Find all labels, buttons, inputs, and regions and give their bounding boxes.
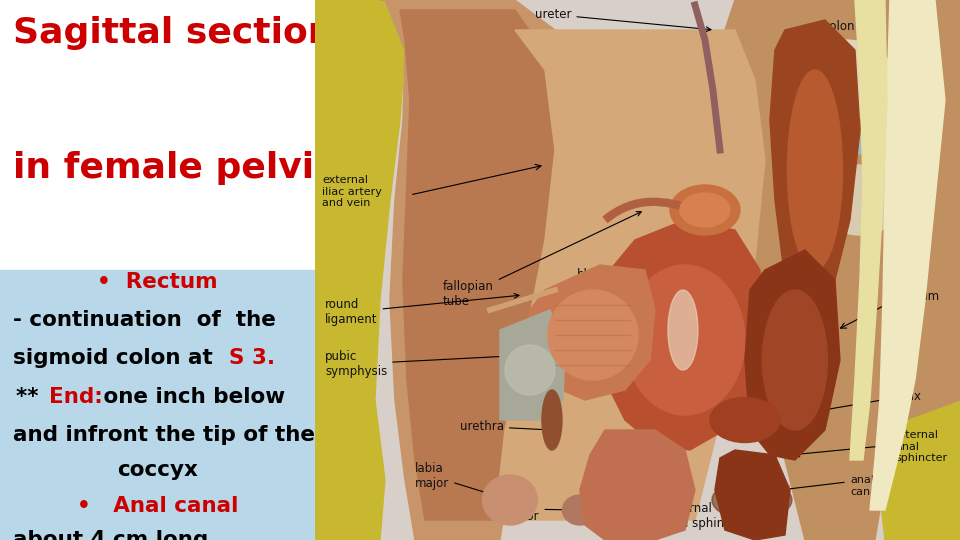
Polygon shape <box>850 0 887 460</box>
Text: fallopian
tube: fallopian tube <box>443 212 641 308</box>
Text: End:: End: <box>49 387 103 407</box>
Polygon shape <box>315 0 405 540</box>
Text: sigmoid colon at: sigmoid colon at <box>12 348 220 368</box>
Ellipse shape <box>710 397 780 442</box>
Text: •  Rectum: • Rectum <box>97 272 218 292</box>
Polygon shape <box>495 30 765 520</box>
Ellipse shape <box>795 40 895 120</box>
Text: labia
major: labia major <box>415 462 506 500</box>
Text: Sagittal section: Sagittal section <box>12 16 333 50</box>
Text: ureter: ureter <box>535 8 711 31</box>
Polygon shape <box>770 20 860 320</box>
Ellipse shape <box>818 165 902 235</box>
Text: coccyx: coccyx <box>117 460 198 480</box>
Text: round
ligament: round ligament <box>324 294 519 326</box>
Text: and infront the tip of the: and infront the tip of the <box>12 425 315 445</box>
Ellipse shape <box>548 290 638 380</box>
Ellipse shape <box>787 70 843 270</box>
Text: ovary: ovary <box>625 218 711 281</box>
Ellipse shape <box>483 475 538 525</box>
Text: **: ** <box>15 387 46 407</box>
Ellipse shape <box>712 480 792 520</box>
Text: labia
minor: labia minor <box>505 495 571 523</box>
Text: vagina: vagina <box>603 467 643 487</box>
Ellipse shape <box>542 390 562 450</box>
Text: •   Anal canal: • Anal canal <box>77 496 238 516</box>
Polygon shape <box>580 430 695 540</box>
Bar <box>0 270 315 540</box>
Text: urethra: urethra <box>460 420 548 433</box>
Polygon shape <box>715 450 790 540</box>
Text: external
iliac artery
and vein: external iliac artery and vein <box>322 175 382 208</box>
Text: in female pelvis: in female pelvis <box>12 151 335 185</box>
Text: - continuation  of  the: - continuation of the <box>12 310 276 330</box>
Text: cervix: cervix <box>885 390 921 403</box>
Text: one inch below: one inch below <box>96 387 285 407</box>
Polygon shape <box>695 0 960 540</box>
Text: rectum: rectum <box>898 290 940 303</box>
Polygon shape <box>870 0 945 510</box>
Polygon shape <box>875 0 960 540</box>
Polygon shape <box>500 310 564 420</box>
Bar <box>0 0 315 270</box>
Ellipse shape <box>563 495 597 525</box>
Text: uterus: uterus <box>667 258 712 307</box>
Ellipse shape <box>505 345 555 395</box>
Ellipse shape <box>668 290 698 370</box>
Text: bladder: bladder <box>577 268 622 316</box>
Text: colon: colon <box>823 20 854 33</box>
Text: internal
anal
sphincter: internal anal sphincter <box>895 430 948 463</box>
Text: anal
canal: anal canal <box>850 475 880 497</box>
Polygon shape <box>745 250 840 460</box>
Ellipse shape <box>762 290 828 430</box>
Ellipse shape <box>670 185 740 235</box>
Polygon shape <box>400 10 563 520</box>
Text: pubic
symphysis: pubic symphysis <box>324 350 526 378</box>
Text: external
anal sphincter: external anal sphincter <box>663 502 751 530</box>
Text: S 3.: S 3. <box>229 348 276 368</box>
Polygon shape <box>600 220 765 450</box>
Text: about 4 cm long: about 4 cm long <box>12 530 208 540</box>
Polygon shape <box>530 265 655 400</box>
Ellipse shape <box>815 136 885 154</box>
Ellipse shape <box>625 265 745 415</box>
Polygon shape <box>380 0 575 540</box>
Ellipse shape <box>680 193 730 227</box>
